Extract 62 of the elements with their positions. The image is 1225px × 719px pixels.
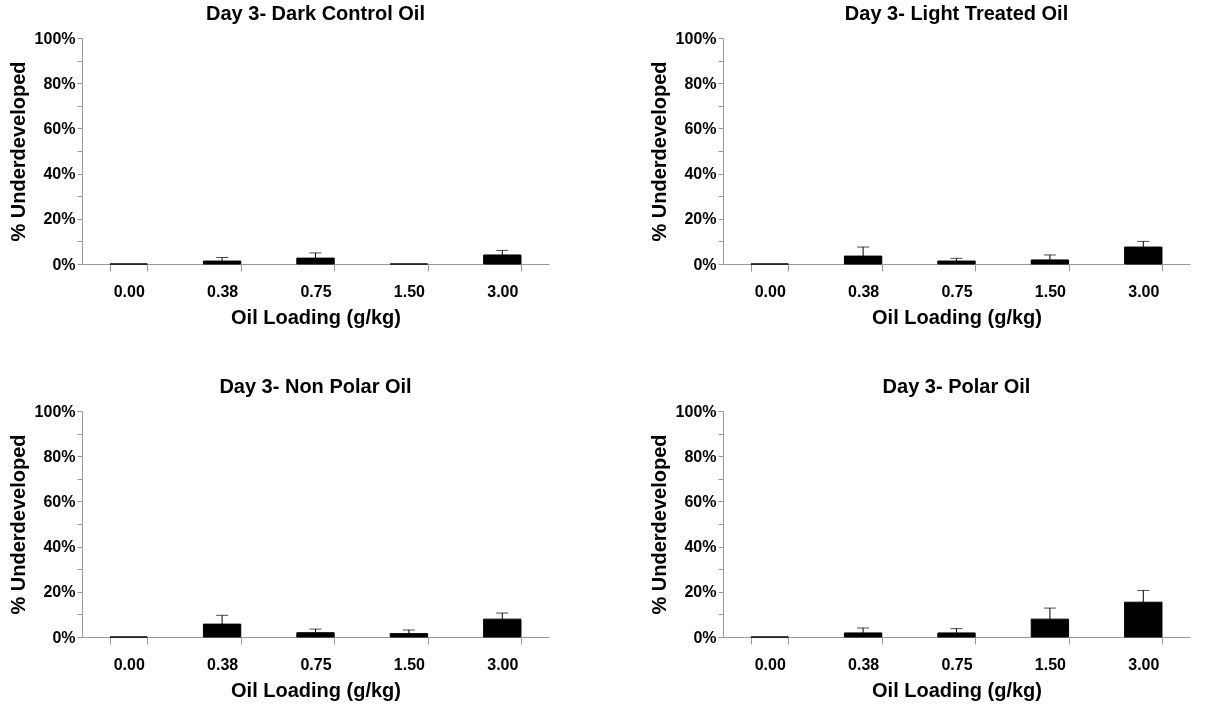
y-tick-label: 80% bbox=[43, 447, 76, 465]
x-tick-label: 0.75 bbox=[941, 282, 973, 300]
x-tick-label: 0.00 bbox=[754, 655, 786, 673]
bar bbox=[483, 254, 522, 265]
y-tick-label: 60% bbox=[43, 119, 76, 137]
x-axis-title: Oil Loading (g/kg) bbox=[872, 678, 1042, 701]
x-tick-label: 0.38 bbox=[848, 282, 880, 300]
y-axis-title: % Underdeveloped bbox=[647, 434, 670, 615]
y-tick-label: 40% bbox=[684, 538, 717, 556]
x-tick-label: 3.00 bbox=[487, 655, 519, 673]
y-axis-title: % Underdeveloped bbox=[6, 434, 29, 615]
x-tick-label: 3.00 bbox=[1128, 282, 1160, 300]
y-tick-label: 100% bbox=[34, 402, 76, 420]
y-axis-title: % Underdeveloped bbox=[647, 61, 670, 242]
y-tick-label: 0% bbox=[52, 628, 76, 646]
bar bbox=[296, 257, 335, 265]
y-tick-label: 60% bbox=[684, 492, 717, 510]
y-tick-label: 40% bbox=[684, 165, 717, 183]
y-tick-label: 100% bbox=[675, 402, 717, 420]
y-tick-label: 80% bbox=[684, 447, 717, 465]
x-axis-title: Oil Loading (g/kg) bbox=[231, 678, 401, 701]
x-tick-label: 1.50 bbox=[1034, 655, 1067, 673]
y-tick-label: 60% bbox=[684, 119, 717, 137]
y-tick-label: 80% bbox=[43, 74, 76, 92]
y-axis-title: % Underdeveloped bbox=[6, 61, 29, 242]
chart-title: Day 3- Dark Control Oil bbox=[206, 2, 425, 24]
x-tick-label: 1.50 bbox=[1034, 282, 1067, 300]
x-tick-label: 0.38 bbox=[207, 282, 239, 300]
y-tick-label: 100% bbox=[675, 29, 717, 47]
y-tick-label: 20% bbox=[43, 583, 76, 601]
y-tick-label: 40% bbox=[43, 165, 76, 183]
y-tick-label: 60% bbox=[43, 492, 76, 510]
x-tick-label: 1.50 bbox=[393, 655, 426, 673]
x-axis-title: Oil Loading (g/kg) bbox=[872, 305, 1042, 328]
x-tick-label: 0.00 bbox=[113, 655, 145, 673]
x-tick-label: 1.50 bbox=[393, 282, 426, 300]
y-tick-label: 100% bbox=[34, 29, 76, 47]
y-tick-label: 40% bbox=[43, 538, 76, 556]
bar bbox=[1124, 246, 1163, 265]
x-tick-label: 0.38 bbox=[848, 655, 880, 673]
y-tick-label: 0% bbox=[693, 255, 717, 273]
bar bbox=[843, 632, 883, 638]
x-tick-label: 3.00 bbox=[487, 282, 519, 300]
x-tick-label: 0.00 bbox=[754, 282, 786, 300]
x-tick-label: 0.75 bbox=[300, 655, 332, 673]
x-axis-title: Oil Loading (g/kg) bbox=[231, 305, 401, 328]
chart-title: Day 3- Non Polar Oil bbox=[219, 375, 412, 397]
x-tick-label: 0.00 bbox=[113, 282, 145, 300]
x-tick-label: 0.75 bbox=[941, 655, 973, 673]
y-tick-label: 20% bbox=[43, 210, 76, 228]
y-tick-label: 0% bbox=[52, 255, 76, 273]
y-tick-label: 20% bbox=[684, 583, 717, 601]
chart-title: Day 3- Polar Oil bbox=[882, 375, 1031, 397]
bar bbox=[483, 618, 522, 638]
x-tick-label: 0.38 bbox=[207, 655, 239, 673]
bar bbox=[1030, 259, 1070, 265]
y-tick-label: 80% bbox=[684, 74, 717, 92]
y-tick-label: 0% bbox=[693, 628, 717, 646]
x-tick-label: 3.00 bbox=[1128, 655, 1160, 673]
chart-title: Day 3- Light Treated Oil bbox=[844, 2, 1069, 24]
x-tick-label: 0.75 bbox=[300, 282, 332, 300]
y-tick-label: 20% bbox=[684, 210, 717, 228]
